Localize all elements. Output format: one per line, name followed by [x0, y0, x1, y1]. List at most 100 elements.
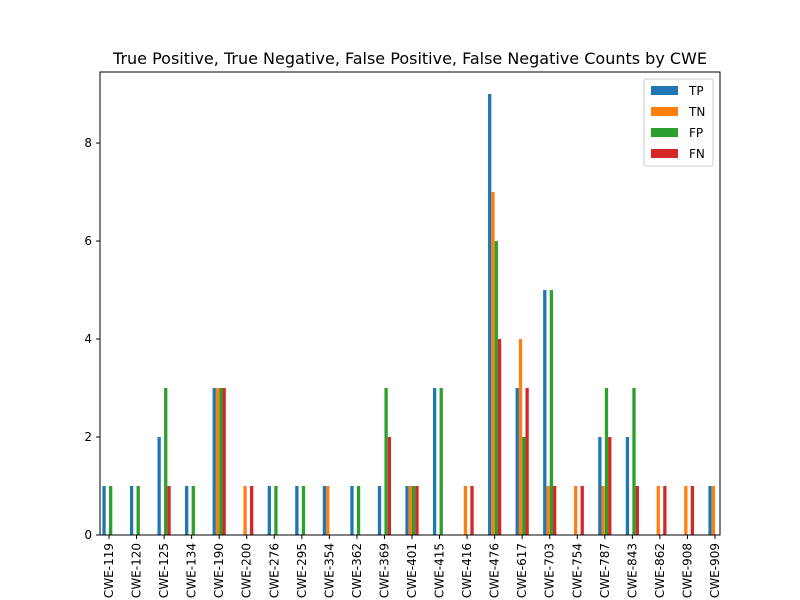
x-tick-label: CWE-862	[653, 543, 667, 598]
bar-tp-cwe-354	[322, 486, 327, 535]
x-tick-label: CWE-134	[185, 543, 199, 598]
legend-label-tp: TP	[688, 84, 704, 98]
bar-tp-cwe-369	[377, 486, 382, 535]
bar-fp-cwe-617	[522, 437, 526, 535]
bar-tn-cwe-476	[491, 192, 495, 536]
bar-fp-cwe-476	[494, 241, 498, 535]
x-tick-label: CWE-401	[405, 543, 419, 598]
bar-tn-cwe-200	[243, 486, 247, 535]
bar-tn-cwe-401	[408, 486, 412, 535]
legend-box	[643, 78, 714, 167]
bar-fp-cwe-415	[439, 388, 443, 535]
bar-fn-cwe-754	[580, 486, 584, 535]
legend-swatch-fn	[651, 149, 678, 158]
bar-fn-cwe-200	[250, 486, 254, 535]
y-axis: 0 2 4 6 8	[84, 136, 100, 542]
bar-fn-cwe-476	[497, 339, 502, 535]
bar-tn-cwe-754	[573, 486, 578, 535]
bar-tp-cwe-703	[543, 290, 547, 535]
bar-tn-cwe-908	[684, 486, 688, 535]
bar-fp-cwe-120	[136, 486, 140, 535]
x-tick-label: CWE-754	[570, 543, 584, 598]
y-tick-label: 8	[84, 136, 92, 150]
bar-tp-cwe-843	[625, 437, 630, 535]
bar-tn-cwe-703	[546, 486, 550, 535]
x-tick-label: CWE-200	[240, 543, 254, 598]
bars-group	[102, 94, 715, 536]
bar-fp-cwe-190	[219, 388, 223, 535]
bar-fn-cwe-369	[387, 437, 392, 535]
x-tick-label: CWE-908	[680, 543, 694, 598]
bar-tp-cwe-362	[350, 486, 354, 535]
legend-label-fp: FP	[689, 126, 703, 140]
x-tick-label: CWE-617	[515, 543, 529, 598]
bar-fp-cwe-401	[412, 486, 416, 535]
bar-tn-cwe-617	[518, 339, 523, 535]
bar-fp-cwe-787	[604, 388, 609, 535]
x-tick-label: CWE-119	[102, 543, 116, 598]
bar-fn-cwe-908	[690, 486, 695, 535]
x-tick-label: CWE-190	[212, 543, 226, 598]
x-tick-label: CWE-416	[460, 543, 474, 598]
bar-tp-cwe-276	[267, 486, 271, 535]
bar-tn-cwe-909	[711, 486, 715, 535]
bar-fp-cwe-362	[356, 486, 361, 535]
bar-tn-cwe-787	[601, 486, 605, 535]
y-tick-label: 2	[84, 430, 92, 444]
x-tick-label: CWE-354	[322, 543, 336, 598]
legend-label-tn: TN	[688, 105, 705, 119]
bar-tp-cwe-401	[405, 486, 409, 535]
chart-title: True Positive, True Negative, False Posi…	[112, 49, 707, 68]
bar-tp-cwe-295	[295, 486, 299, 535]
bar-fp-cwe-703	[549, 290, 554, 535]
x-tick-label: CWE-476	[488, 543, 502, 598]
x-tick-label: CWE-787	[598, 543, 612, 598]
x-tick-label: CWE-125	[157, 543, 171, 598]
bar-tp-cwe-476	[488, 94, 492, 536]
bar-fn-cwe-125	[167, 486, 171, 535]
legend-swatch-fp	[651, 128, 678, 137]
bar-fp-cwe-134	[191, 486, 195, 535]
y-tick-label: 6	[84, 234, 92, 248]
x-tick-label: CWE-276	[267, 543, 281, 598]
bar-tn-cwe-416	[463, 486, 468, 535]
bar-tn-cwe-354	[326, 486, 330, 535]
bar-fp-cwe-125	[164, 388, 168, 535]
bar-tp-cwe-415	[432, 388, 437, 535]
bar-fp-cwe-276	[274, 486, 278, 535]
plot-frame	[99, 71, 721, 536]
bar-fn-cwe-703	[553, 486, 557, 535]
bar-fn-cwe-401	[415, 486, 419, 535]
bar-fn-cwe-416	[470, 486, 474, 535]
y-tick-label: 4	[84, 332, 92, 346]
y-tick-label: 0	[84, 528, 92, 542]
x-tick-label: CWE-909	[708, 543, 722, 598]
legend-label-fn: FN	[689, 147, 705, 161]
bar-tp-cwe-119	[102, 486, 106, 535]
x-tick-label: CWE-120	[130, 543, 144, 598]
bar-tp-cwe-909	[708, 486, 712, 535]
bar-tp-cwe-787	[598, 437, 602, 535]
bar-fp-cwe-369	[384, 388, 388, 535]
x-tick-label: CWE-295	[295, 543, 309, 598]
bar-fn-cwe-862	[663, 486, 667, 535]
bar-tp-cwe-190	[212, 388, 216, 535]
bar-tn-cwe-862	[656, 486, 660, 535]
bar-fn-cwe-617	[525, 388, 529, 535]
bar-fp-cwe-843	[632, 388, 636, 535]
legend: TP TN FP FN	[643, 78, 714, 167]
bar-tp-cwe-125	[157, 437, 161, 535]
bar-fp-cwe-295	[301, 486, 306, 535]
x-axis: CWE-119 CWE-120 CWE-125 CWE-134 CWE-190 CWE-2…	[102, 535, 722, 598]
x-tick-label: CWE-362	[350, 543, 364, 598]
bar-fn-cwe-843	[635, 486, 639, 535]
bar-tp-cwe-617	[515, 388, 519, 535]
bar-fp-cwe-119	[109, 486, 113, 535]
legend-swatch-tn	[651, 107, 678, 116]
legend-swatch-tp	[651, 86, 678, 95]
x-tick-label: CWE-843	[625, 543, 639, 598]
bar-fn-cwe-190	[222, 388, 226, 535]
x-tick-label: CWE-703	[543, 543, 557, 598]
bar-tp-cwe-120	[129, 486, 134, 535]
